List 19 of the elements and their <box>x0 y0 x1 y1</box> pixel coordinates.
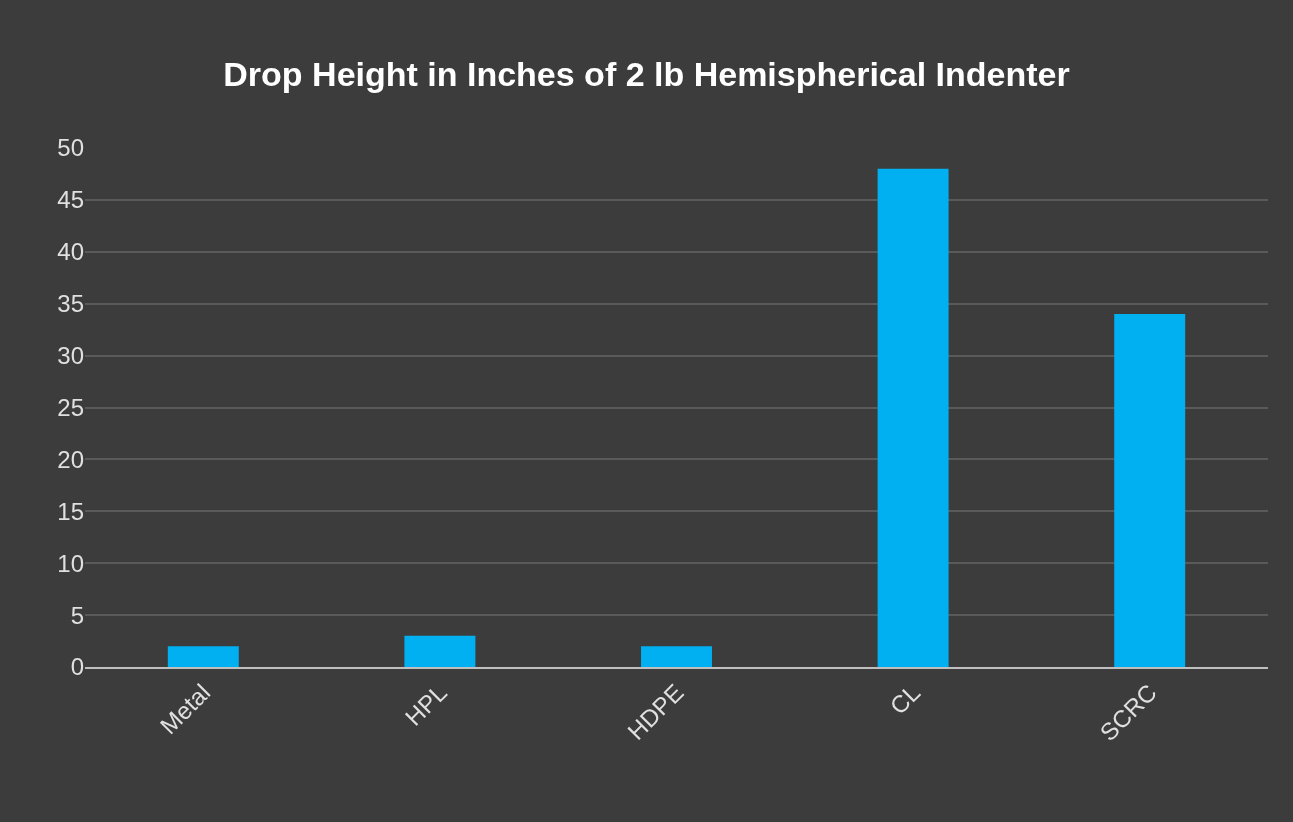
x-tick-label: HPL <box>399 678 452 731</box>
y-tick-label: 45 <box>57 186 84 214</box>
y-tick-label: 0 <box>70 653 84 681</box>
y-tick-label: 50 <box>57 134 84 162</box>
y-tick-label: 25 <box>57 393 84 421</box>
y-tick-label: 35 <box>57 290 84 318</box>
bar <box>1114 314 1186 667</box>
y-tick-label: 40 <box>57 238 84 266</box>
bar <box>404 635 476 667</box>
y-tick-label: 30 <box>57 342 84 369</box>
x-tick-label: CL <box>884 678 926 720</box>
chart-title: Drop Height in Inches of 2 lb Hemispherical Indenter <box>223 54 1070 93</box>
bar <box>641 646 712 667</box>
y-tick-label: 15 <box>57 497 84 525</box>
y-tick-label: 10 <box>57 549 84 577</box>
bar <box>167 646 239 667</box>
y-tick-label: 5 <box>70 601 84 629</box>
y-tick-label: 20 <box>57 445 84 473</box>
bar <box>877 168 949 667</box>
